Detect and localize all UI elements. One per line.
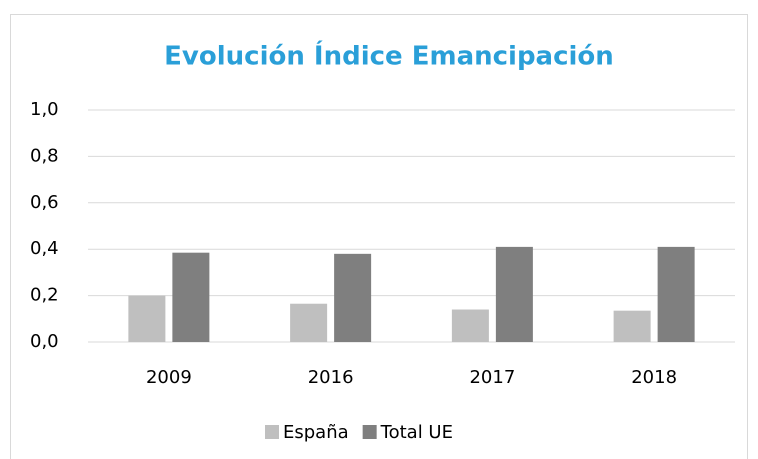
bar [657, 246, 695, 342]
y-tick-label: 1,0 [30, 99, 59, 120]
y-tick-label: 0,0 [30, 331, 59, 352]
legend-label: España [283, 422, 349, 443]
legend-label: Total UE [380, 422, 453, 443]
chart-frame [10, 14, 748, 459]
bar [172, 252, 210, 342]
x-tick-label: 2009 [146, 367, 192, 388]
bar [334, 253, 372, 342]
x-tick-label: 2017 [469, 367, 515, 388]
y-tick-label: 0,2 [30, 285, 59, 306]
y-tick-label: 0,8 [30, 145, 59, 166]
y-tick-label: 0,6 [30, 192, 59, 213]
chart-title: Evolución Índice Emancipación [164, 40, 614, 72]
legend-swatch [362, 425, 377, 439]
y-tick-label: 0,4 [30, 238, 59, 259]
bar [451, 309, 489, 342]
x-tick-label: 2018 [631, 367, 677, 388]
legend-swatch [265, 425, 279, 439]
bar [495, 246, 533, 342]
bar [613, 310, 651, 342]
x-tick-label: 2016 [308, 367, 354, 388]
bar [290, 303, 328, 342]
bar [128, 295, 166, 342]
